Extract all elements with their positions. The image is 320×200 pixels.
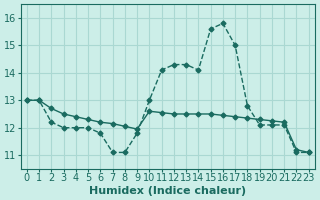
X-axis label: Humidex (Indice chaleur): Humidex (Indice chaleur) [89,186,246,196]
